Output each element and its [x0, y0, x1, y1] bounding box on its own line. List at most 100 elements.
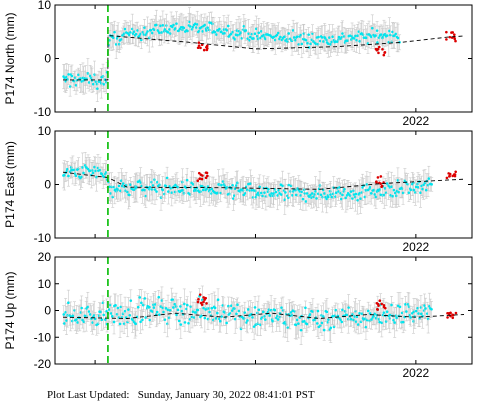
daily-point	[74, 84, 78, 87]
rapid-point	[448, 172, 452, 176]
daily-point	[122, 32, 126, 35]
daily-point	[136, 305, 140, 309]
x-tick-label: 2022	[403, 366, 430, 380]
daily-point	[295, 35, 299, 38]
daily-point	[419, 306, 423, 309]
daily-point	[187, 321, 190, 325]
y-tick-label: 10	[38, 277, 52, 291]
daily-point	[346, 39, 350, 42]
daily-point	[151, 31, 154, 35]
daily-point	[279, 35, 282, 39]
daily-point	[280, 306, 283, 309]
daily-point	[430, 183, 433, 186]
daily-point	[179, 305, 182, 308]
daily-point	[345, 313, 349, 317]
daily-point	[143, 26, 146, 29]
daily-point	[354, 34, 357, 38]
rapid-point	[201, 174, 204, 177]
daily-point	[397, 190, 401, 194]
daily-point	[181, 180, 184, 184]
daily-point	[289, 311, 293, 314]
daily-point	[235, 312, 238, 316]
y-tick-label: -10	[34, 330, 52, 344]
daily-point	[396, 36, 400, 40]
daily-point	[287, 183, 291, 187]
daily-point	[250, 32, 254, 36]
daily-point	[299, 194, 302, 197]
rapid-point	[376, 302, 380, 306]
daily-point	[323, 192, 326, 195]
daily-point	[99, 82, 103, 85]
rapid-point	[445, 176, 449, 180]
y-tick-label: -10	[34, 105, 52, 119]
daily-point	[102, 82, 106, 86]
daily-point	[392, 188, 396, 192]
daily-point	[352, 318, 355, 322]
daily-point	[129, 183, 132, 186]
daily-point	[77, 73, 80, 77]
daily-point	[169, 187, 172, 190]
daily-point	[93, 73, 96, 76]
daily-point	[99, 310, 103, 314]
daily-point	[337, 190, 340, 193]
daily-point	[158, 31, 161, 35]
daily-point	[406, 182, 409, 186]
daily-point	[208, 188, 211, 192]
daily-point	[159, 24, 162, 28]
daily-point	[300, 190, 304, 194]
daily-point	[110, 315, 114, 318]
daily-point	[191, 310, 195, 313]
daily-point	[322, 328, 326, 332]
daily-point	[148, 305, 151, 309]
daily-point	[292, 36, 296, 39]
daily-point	[398, 305, 402, 309]
daily-point	[380, 321, 384, 325]
last-updated-footer: Plot Last Updated: Sunday, January 30, 2…	[47, 389, 315, 401]
daily-point	[113, 30, 116, 34]
last-updated-timestamp: Sunday, January 30, 2022 08:41:01 PST	[137, 389, 315, 401]
rapid-point	[381, 47, 384, 51]
daily-point	[419, 312, 423, 316]
daily-point	[320, 36, 324, 39]
daily-point	[68, 85, 72, 88]
rapid-point	[379, 175, 383, 178]
daily-point	[108, 39, 112, 42]
daily-point	[287, 32, 291, 35]
daily-point	[188, 25, 192, 28]
daily-point	[191, 25, 195, 29]
daily-point	[303, 192, 307, 195]
daily-point	[276, 194, 279, 197]
daily-point	[96, 166, 100, 170]
rapid-point	[198, 177, 202, 180]
daily-point	[114, 43, 118, 46]
daily-point	[252, 37, 255, 40]
daily-point	[327, 42, 330, 45]
daily-point	[351, 313, 354, 316]
daily-point	[297, 322, 300, 325]
daily-point	[314, 190, 317, 193]
daily-point	[146, 30, 149, 33]
daily-point	[416, 182, 419, 186]
daily-point	[374, 34, 378, 37]
rapid-point	[205, 44, 209, 48]
model-line	[62, 312, 465, 319]
daily-point	[229, 32, 233, 36]
daily-point	[271, 194, 275, 198]
daily-point	[122, 322, 126, 325]
daily-point	[171, 298, 175, 302]
daily-point	[248, 35, 252, 39]
daily-point	[308, 313, 312, 316]
daily-point	[266, 190, 270, 194]
daily-point	[223, 184, 227, 188]
daily-point	[210, 306, 214, 310]
daily-point	[383, 32, 387, 36]
rapid-point	[202, 296, 205, 299]
daily-point	[388, 313, 392, 317]
daily-point	[201, 188, 205, 192]
daily-point	[373, 193, 377, 196]
daily-point	[241, 189, 245, 192]
daily-point	[414, 309, 418, 313]
daily-point	[119, 305, 123, 309]
daily-point	[196, 308, 200, 312]
daily-point	[150, 180, 153, 184]
